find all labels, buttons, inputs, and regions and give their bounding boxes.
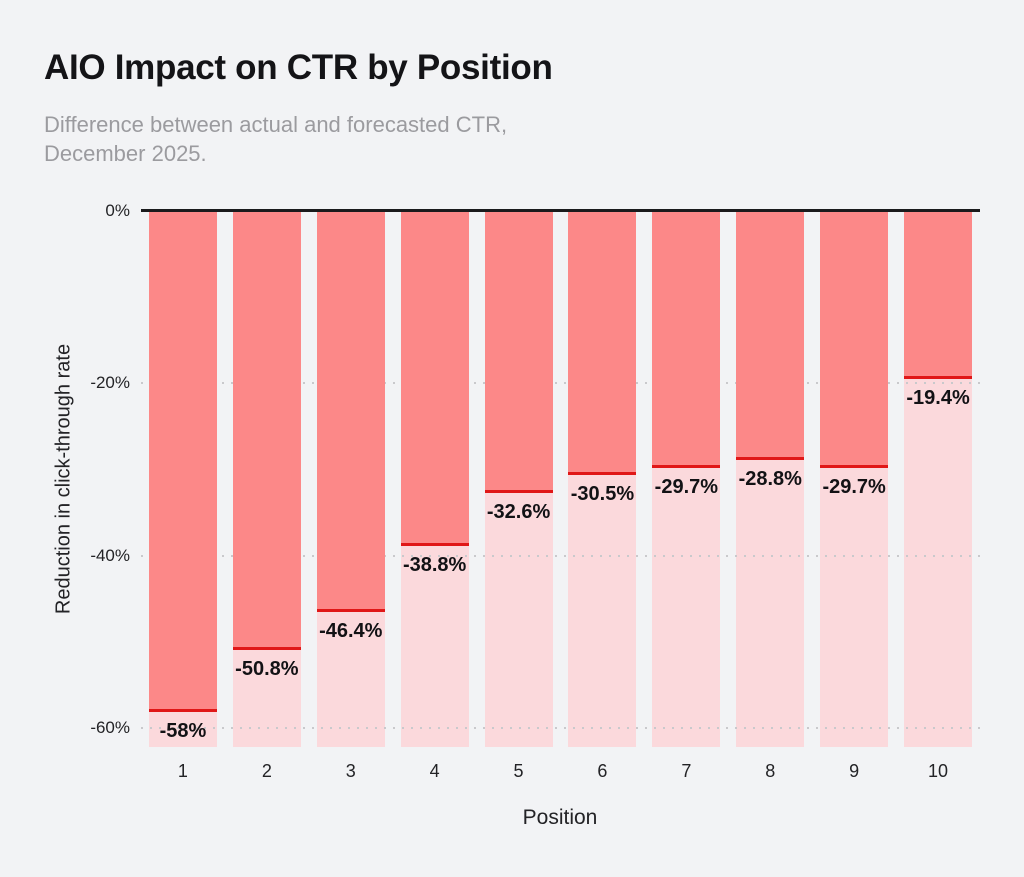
value-label: -50.8% bbox=[235, 658, 299, 680]
bar bbox=[148, 211, 217, 711]
value-label: -32.6% bbox=[486, 501, 551, 523]
actual-ctr-marker-line bbox=[820, 465, 889, 468]
y-tick-label: -40% bbox=[90, 545, 130, 565]
value-label: -58% bbox=[159, 720, 207, 742]
actual-ctr-marker-line bbox=[568, 472, 637, 475]
value-label: -29.7% bbox=[654, 476, 719, 498]
actual-ctr-marker-line bbox=[652, 465, 721, 468]
x-tick-label: 9 bbox=[849, 761, 860, 781]
y-tick-label: -60% bbox=[90, 718, 130, 737]
bar bbox=[484, 211, 553, 492]
x-tick-label: 10 bbox=[928, 761, 949, 781]
bar bbox=[400, 211, 469, 545]
value-label: -29.7% bbox=[822, 476, 886, 498]
bar bbox=[904, 211, 973, 378]
bar bbox=[736, 211, 805, 459]
actual-ctr-marker-line bbox=[232, 647, 301, 650]
actual-ctr-marker-line bbox=[148, 709, 217, 712]
plot-area: -58% -50.8% -46.4% -38.8% -32.6% -30.5% -29.7%… bbox=[141, 209, 980, 747]
actual-ctr-marker-line bbox=[316, 609, 385, 612]
actual-ctr-marker-line bbox=[400, 543, 469, 546]
value-label: -46.4% bbox=[319, 620, 383, 642]
value-label: -28.8% bbox=[738, 468, 802, 490]
x-tick-label: 2 bbox=[261, 761, 272, 781]
x-tick-label: 6 bbox=[597, 761, 608, 781]
x-tick-label: 8 bbox=[765, 761, 776, 781]
gridline bbox=[141, 382, 980, 385]
bar bbox=[232, 211, 301, 649]
x-axis-title: Position bbox=[522, 806, 598, 829]
actual-ctr-marker-line bbox=[904, 376, 973, 379]
chart-title: AIO Impact on CTR by Position bbox=[44, 48, 553, 87]
gridline bbox=[141, 554, 980, 557]
value-label: -30.5% bbox=[570, 483, 635, 505]
bar bbox=[820, 211, 889, 467]
y-tick-label: -20% bbox=[90, 373, 130, 393]
gridline bbox=[141, 727, 980, 729]
bar bbox=[568, 211, 637, 474]
x-tick-label: 7 bbox=[681, 761, 692, 781]
value-label: -38.8% bbox=[402, 554, 467, 576]
value-label: -19.4% bbox=[906, 387, 970, 409]
y-tick-label: 0% bbox=[105, 201, 130, 220]
actual-ctr-marker-line bbox=[484, 490, 553, 493]
chart-subtitle: Difference between actual and forecasted… bbox=[44, 112, 508, 166]
x-tick-label: 3 bbox=[345, 761, 356, 781]
actual-ctr-marker-line bbox=[736, 457, 805, 460]
x-tick-label: 5 bbox=[513, 761, 524, 781]
bar bbox=[652, 211, 721, 467]
x-tick-label: 1 bbox=[177, 761, 188, 781]
bar bbox=[316, 211, 385, 611]
x-tick-label: 4 bbox=[429, 761, 440, 781]
zero-axis-line bbox=[141, 209, 980, 212]
